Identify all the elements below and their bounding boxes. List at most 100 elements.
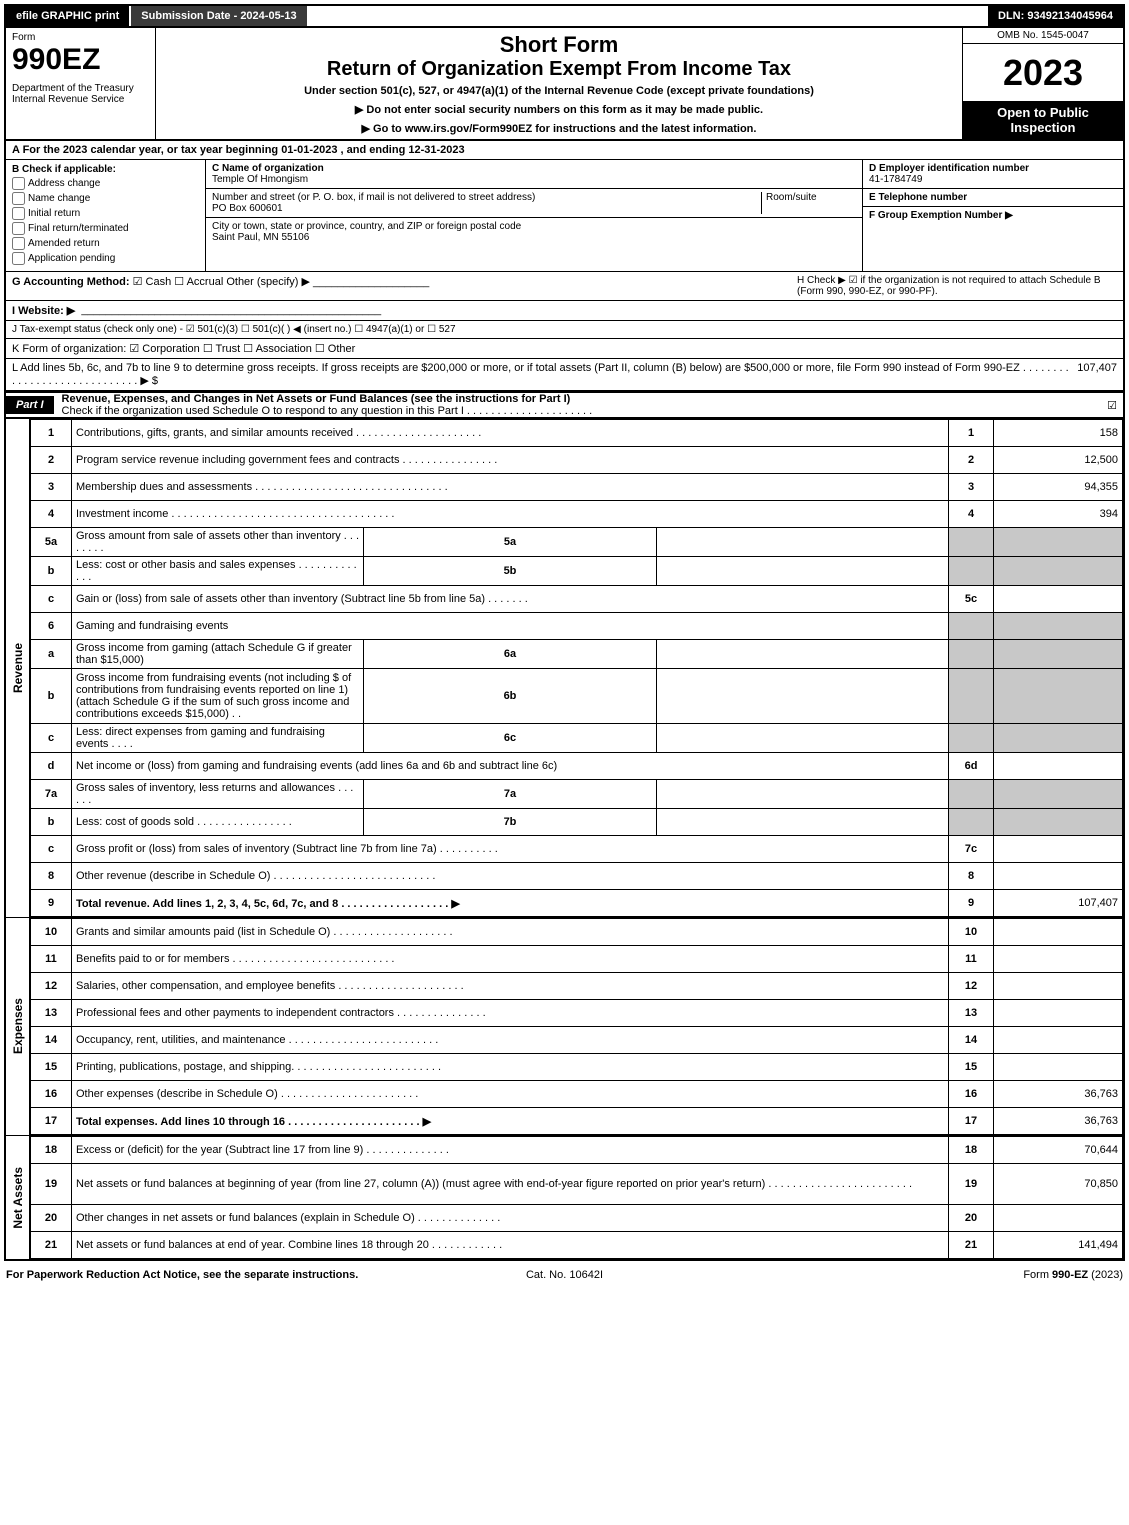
l5c-num: c [31, 586, 72, 613]
addr-label: Number and street (or P. O. box, if mail… [212, 192, 535, 203]
l5c-desc: Gain or (loss) from sale of assets other… [72, 586, 949, 613]
right-box: OMB No. 1545-0047 2023 Open to Public In… [963, 28, 1123, 139]
part1-schedule-o-checkbox[interactable]: ☑ [1107, 399, 1123, 412]
l6d-val [994, 753, 1123, 780]
g-accrual[interactable]: ☐ Accrual [174, 276, 223, 288]
footer-catno: Cat. No. 10642I [378, 1269, 750, 1281]
expenses-side-text: Expenses [11, 998, 25, 1054]
l6a-mid: 6a [364, 640, 656, 669]
l15-desc: Printing, publications, postage, and shi… [72, 1054, 949, 1081]
ssn-warning: ▶ Do not enter social security numbers o… [164, 103, 954, 116]
group-exemption-cell: F Group Exemption Number ▶ [863, 207, 1123, 224]
l10-val [994, 919, 1123, 946]
netassets-side-label: Net Assets [6, 1136, 30, 1259]
l18-desc: Excess or (deficit) for the year (Subtra… [72, 1137, 949, 1164]
l17-num: 17 [31, 1108, 72, 1135]
l19-num: 19 [31, 1164, 72, 1205]
line-13: 13Professional fees and other payments t… [31, 1000, 1123, 1027]
cb-initial-return-label: Initial return [28, 208, 80, 219]
line-6d: dNet income or (loss) from gaming and fu… [31, 753, 1123, 780]
l5a-vshade [994, 528, 1123, 557]
l19-val: 70,850 [994, 1164, 1123, 1205]
footer-right-pre: Form [1023, 1269, 1052, 1281]
l20-val [994, 1205, 1123, 1232]
cb-amended-return[interactable]: Amended return [12, 237, 199, 250]
cb-final-return[interactable]: Final return/terminated [12, 222, 199, 235]
line-7b: bLess: cost of goods sold . . . . . . . … [31, 809, 1123, 836]
line-18: 18Excess or (deficit) for the year (Subt… [31, 1137, 1123, 1164]
row-g-accounting: G Accounting Method: ☑ Cash ☐ Accrual Ot… [6, 272, 1123, 301]
l14-desc: Occupancy, rent, utilities, and maintena… [72, 1027, 949, 1054]
l10-rn: 10 [949, 919, 994, 946]
l5b-desc: Less: cost or other basis and sales expe… [72, 557, 364, 586]
l7c-val [994, 836, 1123, 863]
l13-rn: 13 [949, 1000, 994, 1027]
l7b-mval [656, 809, 948, 836]
title-shortform: Short Form [164, 32, 954, 58]
line-17: 17 Total expenses. Add lines 10 through 1… [31, 1108, 1123, 1135]
l20-num: 20 [31, 1205, 72, 1232]
row-l-text: L Add lines 5b, 6c, and 7b to line 9 to … [12, 362, 1073, 387]
l7a-vshade [994, 780, 1123, 809]
g-accrual-label: Accrual [187, 276, 224, 288]
revenue-side-label: Revenue [6, 419, 30, 917]
l21-desc: Net assets or fund balances at end of ye… [72, 1232, 949, 1259]
cb-name-change[interactable]: Name change [12, 192, 199, 205]
goto-link[interactable]: ▶ Go to www.irs.gov/Form990EZ for instru… [164, 122, 954, 135]
l4-desc: Investment income . . . . . . . . . . . … [72, 501, 949, 528]
line-6a: aGross income from gaming (attach Schedu… [31, 640, 1123, 669]
line-6b: bGross income from fundraising events (n… [31, 669, 1123, 724]
l10-num: 10 [31, 919, 72, 946]
part1-check-line: Check if the organization used Schedule … [62, 405, 593, 417]
city-value: Saint Paul, MN 55106 [212, 232, 309, 243]
ein-label: D Employer identification number [869, 163, 1029, 174]
cb-amended-return-label: Amended return [28, 238, 100, 249]
l5a-rshade [949, 528, 994, 557]
l14-num: 14 [31, 1027, 72, 1054]
tax-year: 2023 [963, 44, 1123, 101]
footer-right-form: 990-EZ [1052, 1269, 1088, 1281]
l6a-desc: Gross income from gaming (attach Schedul… [72, 640, 364, 669]
goto-text: ▶ Go to www.irs.gov/Form990EZ for instru… [362, 123, 757, 135]
l9-desc: Total revenue. Add lines 1, 2, 3, 4, 5c,… [72, 890, 949, 917]
l6c-num: c [31, 724, 72, 753]
header-grid: Form 990EZ Department of the Treasury In… [6, 28, 1123, 141]
department: Department of the Treasury Internal Reve… [12, 83, 149, 105]
line-6c: cLess: direct expenses from gaming and f… [31, 724, 1123, 753]
l17-val: 36,763 [994, 1108, 1123, 1135]
l12-desc: Salaries, other compensation, and employ… [72, 973, 949, 1000]
l7a-num: 7a [31, 780, 72, 809]
l6b-mval [656, 669, 948, 724]
part1-tag: Part I [6, 396, 54, 414]
l5b-num: b [31, 557, 72, 586]
row-l-amount: 107,407 [1077, 362, 1117, 387]
line-5a: 5aGross amount from sale of assets other… [31, 528, 1123, 557]
ein-cell: D Employer identification number 41-1784… [863, 160, 1123, 189]
l7a-mval [656, 780, 948, 809]
g-cash[interactable]: ☑ Cash [133, 276, 172, 288]
col-d-ids: D Employer identification number 41-1784… [863, 160, 1123, 271]
l9-desc-text: Total revenue. Add lines 1, 2, 3, 4, 5c,… [76, 898, 460, 910]
cb-final-return-label: Final return/terminated [28, 223, 129, 234]
l17-desc-text: Total expenses. Add lines 10 through 16 … [76, 1116, 431, 1128]
revenue-table: 1Contributions, gifts, grants, and simil… [30, 419, 1123, 917]
l15-num: 15 [31, 1054, 72, 1081]
line-11: 11Benefits paid to or for members . . . … [31, 946, 1123, 973]
l1-val: 158 [994, 420, 1123, 447]
l13-val [994, 1000, 1123, 1027]
l11-rn: 11 [949, 946, 994, 973]
l2-rn: 2 [949, 447, 994, 474]
line-1: 1Contributions, gifts, grants, and simil… [31, 420, 1123, 447]
cb-application-pending-label: Application pending [28, 253, 115, 264]
under-section: Under section 501(c), 527, or 4947(a)(1)… [164, 85, 954, 97]
l16-desc: Other expenses (describe in Schedule O) … [72, 1081, 949, 1108]
cb-address-change[interactable]: Address change [12, 177, 199, 190]
cb-application-pending[interactable]: Application pending [12, 252, 199, 265]
cb-initial-return[interactable]: Initial return [12, 207, 199, 220]
l9-val: 107,407 [994, 890, 1123, 917]
org-city-cell: City or town, state or province, country… [206, 218, 862, 246]
ein-value: 41-1784749 [869, 174, 922, 185]
efile-print-button[interactable]: efile GRAPHIC print [6, 6, 131, 26]
tel-label: E Telephone number [869, 192, 967, 203]
l12-val [994, 973, 1123, 1000]
